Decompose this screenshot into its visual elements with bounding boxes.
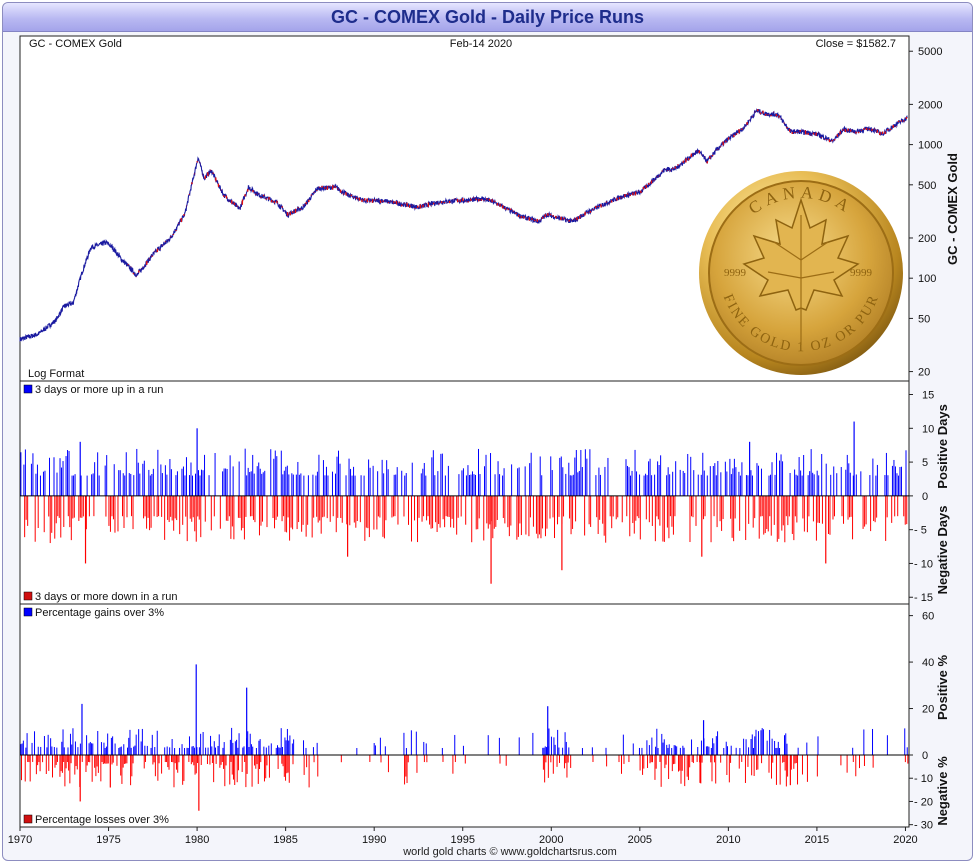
x-tick-label: 1990	[362, 834, 386, 846]
pct-axis-label-down: Negative %	[935, 756, 950, 826]
runs-down-bars	[24, 495, 908, 584]
pct-legend-down-swatch	[23, 814, 33, 824]
x-tick-label: 1995	[450, 834, 474, 846]
runs-tick-label: 0	[922, 491, 928, 503]
pct-up-bars	[20, 664, 908, 755]
pct-legend-up-swatch	[23, 607, 33, 617]
price-header-right: Close = $1582.7	[816, 38, 896, 50]
runs-axis-label-up: Positive Days	[935, 404, 950, 489]
price-tick-label: 100	[918, 273, 936, 285]
x-tick-label: 1985	[273, 834, 297, 846]
runs-tick-label: 15	[922, 390, 934, 402]
price-tick-label: 2000	[918, 99, 942, 111]
price-tick-label: 20	[918, 367, 930, 379]
runs-tick-label: 5	[922, 457, 928, 469]
pct-tick-label: 20	[922, 704, 934, 716]
pct-legend-up: Percentage gains over 3%	[35, 607, 164, 619]
panel-pct	[19, 603, 910, 828]
price-header-left: GC - COMEX Gold	[29, 38, 122, 50]
svg-text:9999: 9999	[724, 267, 747, 279]
x-tick-label: 2005	[628, 834, 652, 846]
price-tick-label: 200	[918, 233, 936, 245]
pct-tick-label: - 10	[914, 773, 933, 785]
pct-tick-label: 0	[922, 750, 928, 762]
price-header-center: Feb-14 2020	[450, 38, 512, 50]
pct-tick-label: 60	[922, 611, 934, 623]
runs-legend-up: 3 days or more up in a run	[35, 384, 163, 396]
price-tick-label: 1000	[918, 140, 942, 152]
x-tick-label: 2020	[893, 834, 917, 846]
runs-tick-label: - 10	[914, 558, 933, 570]
pct-down-bars	[21, 754, 909, 811]
runs-legend-down-swatch	[23, 591, 33, 601]
page-title: GC - COMEX Gold - Daily Price Runs	[3, 3, 972, 32]
pct-legend-down: Percentage losses over 3%	[35, 814, 169, 826]
x-tick-label: 1975	[96, 834, 120, 846]
runs-tick-label: - 5	[914, 525, 927, 537]
price-scale-note: Log Format	[28, 368, 84, 380]
runs-tick-label: 10	[922, 423, 934, 435]
price-tick-label: 50	[918, 313, 930, 325]
pct-axis-label-up: Positive %	[935, 655, 950, 720]
x-tick-label: 2010	[716, 834, 740, 846]
x-tick-label: 1970	[8, 834, 32, 846]
panel-runs	[19, 380, 910, 605]
price-tick-label: 5000	[918, 46, 942, 58]
price-tick-label: 500	[918, 180, 936, 192]
x-tick-label: 1980	[185, 834, 209, 846]
runs-axis-label-down: Negative Days	[935, 505, 950, 594]
pct-tick-label: - 30	[914, 820, 933, 832]
svg-text:9999: 9999	[850, 267, 873, 279]
x-tick-label: 2000	[539, 834, 563, 846]
runs-up-bars	[20, 421, 907, 496]
runs-legend-down: 3 days or more down in a run	[35, 591, 177, 603]
runs-tick-label: - 15	[914, 592, 933, 604]
price-axis-label: GC - COMEX Gold	[945, 153, 960, 265]
chart-footer: world gold charts © www.goldchartsrus.co…	[403, 846, 617, 858]
x-tick-label: 2015	[805, 834, 829, 846]
runs-legend-up-swatch	[23, 384, 33, 394]
pct-tick-label: - 20	[914, 796, 933, 808]
gold-maple-leaf-coin-icon: CANADA FINE GOLD 1 OZ OR PUR 9999 9999	[699, 171, 903, 375]
pct-tick-label: 40	[922, 657, 934, 669]
